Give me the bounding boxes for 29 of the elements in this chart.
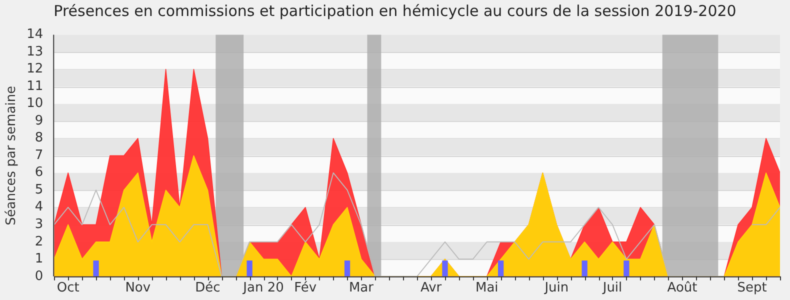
x-tick-label: Oct: [56, 280, 80, 296]
y-tick-label: 2: [34, 234, 44, 250]
x-tick-label: Mar: [348, 280, 374, 296]
y-tick-label: 1: [34, 252, 44, 267]
y-axis-title: Séances par semaine: [4, 86, 20, 226]
y-tick-label: 14: [26, 27, 44, 42]
x-tick-label: Juil: [602, 280, 622, 296]
y-tick-label: 6: [34, 165, 44, 180]
chart-title: Présences en commissions et participation en hémicycle au cours de la session 2019-2020: [52, 2, 738, 20]
y-tick-label: 13: [26, 44, 44, 60]
x-tick-label: Mai: [475, 280, 498, 296]
y-tick-label: 7: [34, 148, 44, 163]
y-tick-label: 11: [26, 78, 44, 94]
x-tick-label: Avr: [420, 280, 442, 296]
y-tick-label: 3: [34, 217, 44, 232]
y-tick-label: 9: [34, 113, 44, 128]
x-tick-label: Août: [667, 280, 698, 296]
x-tick-label: Nov: [125, 280, 151, 296]
y-tick-label: 4: [34, 200, 44, 215]
y-tick-label: 12: [26, 62, 44, 77]
x-tick-label: Déc: [195, 280, 220, 296]
y-tick-label: 5: [34, 182, 44, 198]
x-tick-label: Jan 20: [242, 280, 284, 296]
y-tick-label: 8: [34, 130, 44, 146]
x-tick-label: Fév: [294, 280, 317, 296]
y-tick-label: 10: [26, 96, 44, 112]
x-tick-label: Sept: [737, 280, 767, 296]
x-tick-label: Juin: [544, 280, 569, 296]
y-tick-label: 0: [34, 268, 44, 284]
